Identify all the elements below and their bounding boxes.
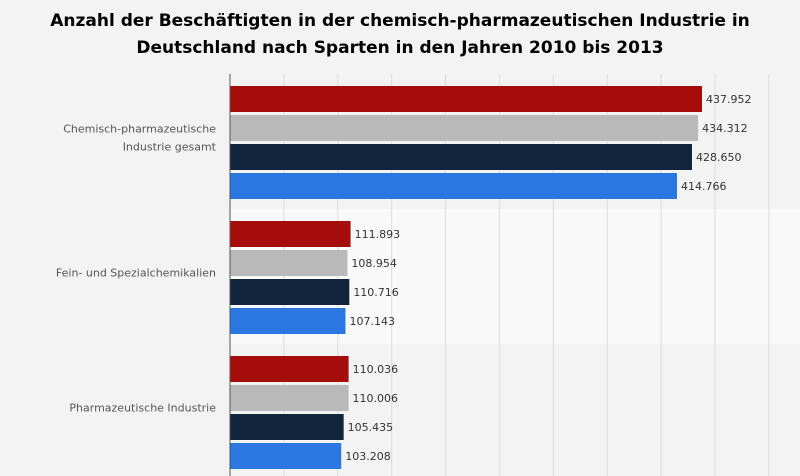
value-label: 414.766 [681, 180, 727, 193]
bar [230, 221, 351, 247]
bar [230, 173, 678, 199]
value-label: 110.006 [353, 392, 399, 405]
value-label: 434.312 [702, 122, 748, 135]
value-label: 110.036 [353, 363, 399, 376]
bar [230, 414, 344, 440]
bar [230, 356, 349, 382]
value-label: 111.893 [355, 228, 401, 241]
value-label: 108.954 [351, 257, 397, 270]
value-label: 428.650 [696, 151, 742, 164]
value-label: 107.143 [349, 315, 395, 328]
bar [230, 250, 348, 276]
chart-title-line-2: Deutschland nach Sparten in den Jahren 2… [136, 38, 664, 58]
value-label: 110.716 [353, 286, 399, 299]
category-label: Fein- und Spezialchemikalien [56, 267, 216, 280]
bar [230, 115, 699, 141]
value-label: 105.435 [348, 421, 394, 434]
category-labels: Chemisch-pharmazeutische Industrie gesamt… [56, 123, 217, 415]
bar [230, 443, 342, 469]
bars [230, 86, 703, 469]
chart-title: Anzahl der Beschäftigten in der chemisch… [0, 8, 800, 62]
bar [230, 385, 349, 411]
bar [230, 308, 346, 334]
category-label: Pharmazeutische Industrie [69, 402, 216, 415]
value-label: 437.952 [706, 93, 752, 106]
chart-title-line-1: Anzahl der Beschäftigten in der chemisch… [50, 11, 750, 31]
bar [230, 279, 350, 305]
category-label: Industrie gesamt [123, 141, 217, 154]
bar [230, 86, 703, 112]
value-labels: 437.952 434.312 428.650 414.766 111.893 108.9… [345, 93, 751, 463]
value-label: 103.208 [345, 450, 391, 463]
category-label: Chemisch-pharmazeutische [63, 123, 216, 136]
bar [230, 144, 692, 170]
